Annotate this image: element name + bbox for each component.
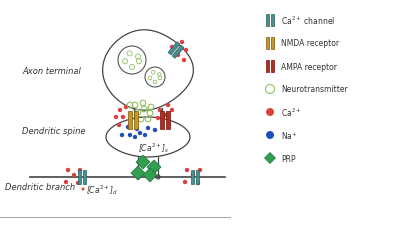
Polygon shape <box>264 153 276 164</box>
Circle shape <box>124 105 128 110</box>
Polygon shape <box>266 38 269 50</box>
Circle shape <box>143 133 147 138</box>
Circle shape <box>72 173 76 177</box>
Circle shape <box>66 168 70 172</box>
Text: AMPA receptor: AMPA receptor <box>281 62 337 71</box>
Circle shape <box>133 135 137 140</box>
Text: [Ca$^{2+}$]$_d$: [Ca$^{2+}$]$_d$ <box>86 182 118 196</box>
Polygon shape <box>166 112 170 129</box>
Circle shape <box>82 188 84 191</box>
Circle shape <box>266 108 274 117</box>
Polygon shape <box>266 61 269 73</box>
Circle shape <box>180 41 184 45</box>
Text: Na$^{+}$: Na$^{+}$ <box>281 130 298 141</box>
Circle shape <box>138 131 142 136</box>
Polygon shape <box>191 170 194 184</box>
Circle shape <box>135 127 139 132</box>
Circle shape <box>196 181 200 185</box>
Polygon shape <box>172 46 184 59</box>
Circle shape <box>183 180 187 184</box>
Circle shape <box>121 115 125 120</box>
Circle shape <box>158 108 162 113</box>
Polygon shape <box>128 112 132 129</box>
Text: Dendritic branch: Dendritic branch <box>5 183 75 192</box>
Circle shape <box>156 116 160 121</box>
Text: Ca$^{2+}$: Ca$^{2+}$ <box>281 106 302 119</box>
Circle shape <box>146 126 150 131</box>
Circle shape <box>166 103 170 108</box>
Circle shape <box>170 46 174 50</box>
Polygon shape <box>131 166 145 180</box>
Text: [Ca$^{2+}$]$_s$: [Ca$^{2+}$]$_s$ <box>138 140 169 154</box>
Circle shape <box>64 180 68 184</box>
Circle shape <box>266 131 274 139</box>
Circle shape <box>78 168 82 172</box>
Polygon shape <box>134 112 138 129</box>
Text: Ca$^{2+}$ channel: Ca$^{2+}$ channel <box>281 15 335 27</box>
Circle shape <box>128 133 132 138</box>
Circle shape <box>117 123 121 128</box>
Text: NMDA receptor: NMDA receptor <box>281 39 339 48</box>
Text: PRP: PRP <box>281 154 296 163</box>
Polygon shape <box>271 61 274 73</box>
Text: Neurotransmitter: Neurotransmitter <box>281 85 348 94</box>
Text: Axon terminal: Axon terminal <box>22 66 81 75</box>
Polygon shape <box>143 168 157 182</box>
Text: Dendritic spine: Dendritic spine <box>22 126 86 135</box>
Circle shape <box>184 49 188 53</box>
Circle shape <box>76 181 80 185</box>
Circle shape <box>153 128 157 133</box>
Circle shape <box>163 113 167 118</box>
Circle shape <box>120 133 124 138</box>
Polygon shape <box>78 170 81 184</box>
Polygon shape <box>271 15 274 27</box>
Polygon shape <box>147 160 161 174</box>
Polygon shape <box>196 170 199 184</box>
Polygon shape <box>83 170 86 184</box>
Polygon shape <box>271 38 274 50</box>
Circle shape <box>170 108 174 113</box>
Polygon shape <box>136 155 150 169</box>
Circle shape <box>114 115 118 120</box>
Circle shape <box>126 125 130 130</box>
Polygon shape <box>266 15 269 27</box>
Circle shape <box>185 168 189 172</box>
Circle shape <box>176 54 180 58</box>
Circle shape <box>191 173 195 177</box>
Circle shape <box>182 58 186 63</box>
Polygon shape <box>160 112 164 129</box>
Polygon shape <box>168 43 180 56</box>
Circle shape <box>198 168 202 172</box>
Circle shape <box>118 108 122 113</box>
